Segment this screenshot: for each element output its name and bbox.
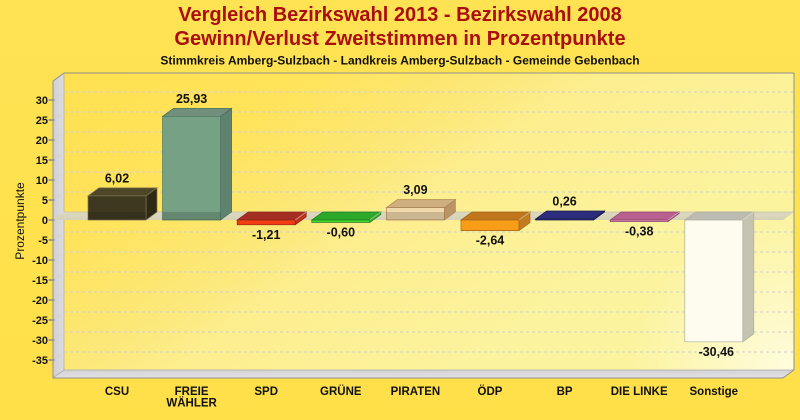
svg-text:20: 20 <box>36 135 48 147</box>
svg-text:WÄHLER: WÄHLER <box>166 397 217 410</box>
svg-text:-2,64: -2,64 <box>476 234 505 248</box>
svg-text:0,26: 0,26 <box>552 195 576 209</box>
svg-text:Stimmkreis Amberg-Sulzbach - L: Stimmkreis Amberg-Sulzbach - Landkreis A… <box>160 54 639 68</box>
svg-text:Prozentpunkte: Prozentpunkte <box>13 182 27 260</box>
svg-text:-10: -10 <box>32 255 48 267</box>
svg-text:0: 0 <box>42 215 48 227</box>
svg-text:15: 15 <box>36 155 48 167</box>
svg-text:Gewinn/Verlust Zweitstimmen in: Gewinn/Verlust Zweitstimmen in Prozentpu… <box>174 28 625 50</box>
svg-text:5: 5 <box>42 195 48 207</box>
svg-text:-20: -20 <box>32 295 48 307</box>
svg-text:Sonstige: Sonstige <box>690 386 739 398</box>
svg-text:25: 25 <box>36 115 48 127</box>
svg-text:6,02: 6,02 <box>105 171 129 185</box>
svg-text:-0,38: -0,38 <box>625 225 654 239</box>
svg-text:10: 10 <box>36 175 48 187</box>
svg-text:PIRATEN: PIRATEN <box>391 386 441 398</box>
svg-text:FREIE: FREIE <box>175 386 209 398</box>
svg-text:-15: -15 <box>32 275 48 287</box>
svg-text:-25: -25 <box>32 315 48 327</box>
svg-text:-1,21: -1,21 <box>252 228 281 242</box>
svg-text:GRÜNE: GRÜNE <box>320 385 362 398</box>
svg-text:SPD: SPD <box>254 386 278 398</box>
svg-text:ÖDP: ÖDP <box>478 385 503 398</box>
svg-text:-35: -35 <box>32 355 48 367</box>
svg-text:-5: -5 <box>38 235 48 247</box>
svg-text:DIE LINKE: DIE LINKE <box>611 386 668 398</box>
svg-text:BP: BP <box>557 386 573 398</box>
svg-text:CSU: CSU <box>105 386 129 398</box>
svg-text:30: 30 <box>36 95 48 107</box>
svg-text:-30,46: -30,46 <box>699 345 734 359</box>
svg-text:-30: -30 <box>32 335 48 347</box>
svg-text:Vergleich Bezirkswahl 2013 - B: Vergleich Bezirkswahl 2013 - Bezirkswahl… <box>178 4 622 26</box>
svg-text:25,93: 25,93 <box>176 92 207 106</box>
svg-text:3,09: 3,09 <box>403 183 427 197</box>
svg-text:-0,60: -0,60 <box>327 225 356 239</box>
